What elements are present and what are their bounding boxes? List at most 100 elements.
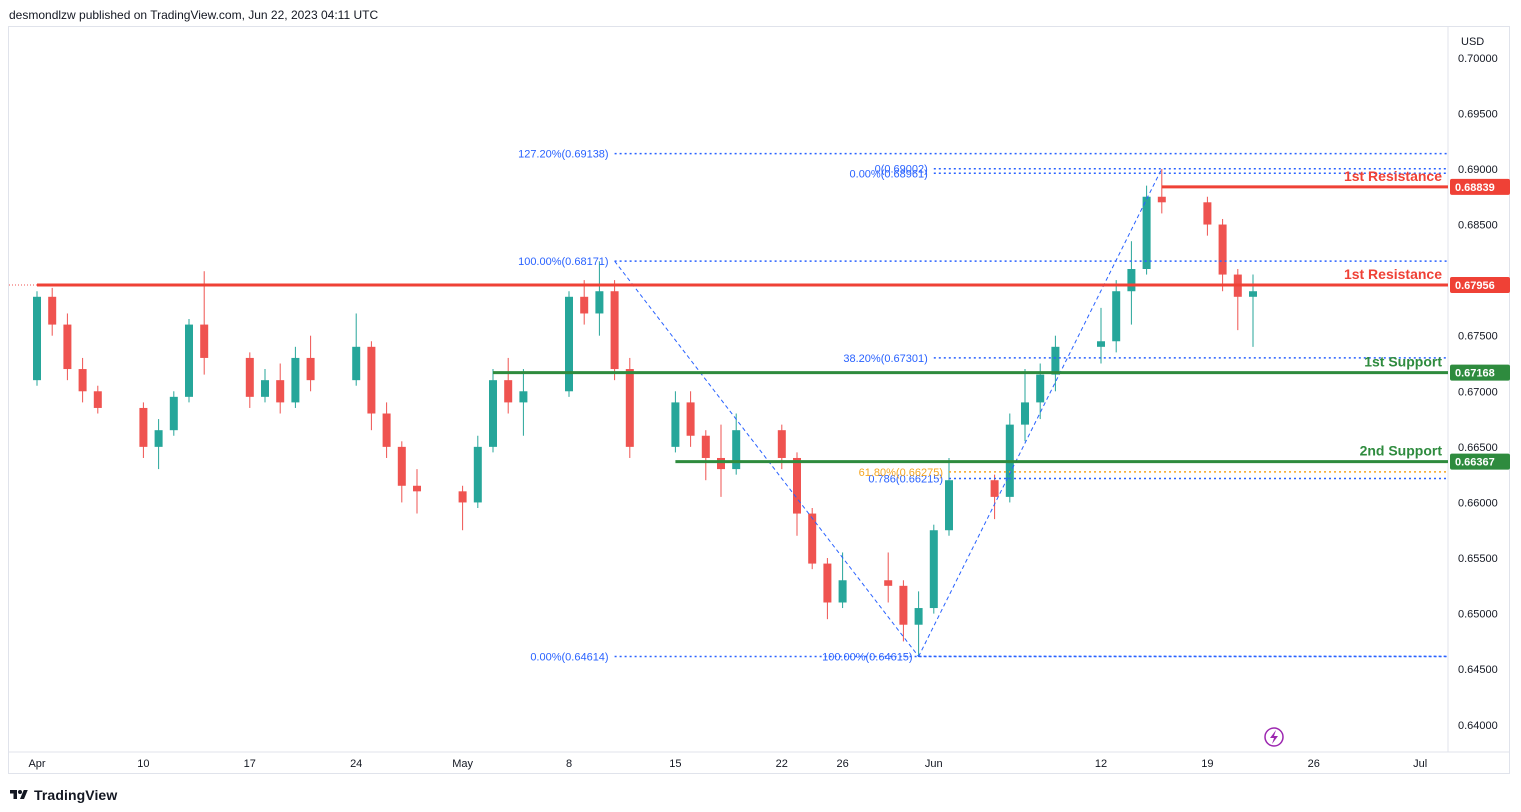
resistance-level-label: 1st Resistance (1344, 266, 1442, 282)
candle-body (78, 369, 87, 392)
candle-body (565, 296, 573, 392)
candle-body (413, 485, 421, 492)
price-tick-label: 0.68500 (1458, 220, 1498, 232)
fib-level-label: 0.00%(0.64614) (530, 652, 608, 664)
fib-level-label: 0.00%(0.68961) (850, 168, 928, 180)
time-tick-label: 19 (1201, 758, 1213, 770)
fib-level-label: 100.00%(0.68171) (518, 256, 609, 268)
support-level-label: 1st Support (1364, 354, 1442, 370)
candle-body (245, 357, 254, 397)
price-tick-label: 0.65500 (1458, 553, 1498, 565)
overlays: 127.20%(0.69138) 0(0.69002)0.00%(0.68961)… (9, 149, 1510, 747)
candle-body (93, 391, 102, 408)
candle-body (352, 346, 361, 381)
price-tick-label: 0.64500 (1458, 664, 1498, 676)
fib-level-label: 100.00%(0.64615) (822, 651, 913, 663)
fib-level-label: 38.20%(0.67301) (843, 353, 927, 365)
support-price-tag (1450, 453, 1510, 470)
candle-body (367, 346, 376, 414)
candle-body (717, 457, 725, 470)
time-tick-label: 8 (566, 758, 572, 770)
candle-body (990, 480, 999, 497)
candle-body (899, 585, 908, 625)
resistance-price-tag (1450, 178, 1510, 195)
candle-body (1097, 341, 1105, 347)
candle-body (929, 530, 938, 609)
time-tick-label: 17 (244, 758, 256, 770)
candle-body (33, 296, 41, 381)
candle-body (1142, 196, 1151, 269)
candle-body (625, 369, 634, 447)
candle-body (48, 296, 57, 325)
candle-body (838, 580, 847, 603)
time-tick-label: 15 (669, 758, 681, 770)
candle-body (914, 608, 923, 625)
candle-body (1051, 346, 1060, 375)
price-tick-label: 0.64000 (1458, 720, 1498, 732)
candle-body (884, 580, 893, 586)
price-tick-label: 0.66500 (1458, 442, 1498, 454)
candle-body (945, 480, 953, 531)
fib-level-label: 0.786(0.66215) (868, 474, 943, 486)
time-tick-label: 22 (776, 758, 788, 770)
time-axis: Apr 10 17 24 May 8 15 22 26 Jun 12 19 26 Jul (28, 758, 1427, 770)
time-tick-label: 26 (1308, 758, 1320, 770)
time-tick-label: 26 (836, 758, 848, 770)
candle-body (458, 491, 467, 503)
candle-body (1036, 374, 1045, 403)
price-tick-label: 0.69000 (1458, 164, 1498, 176)
price-tick-label: 0.69500 (1458, 108, 1498, 120)
time-tick-label: Jul (1413, 758, 1427, 770)
candle-body (169, 396, 178, 431)
candle-body (261, 380, 269, 397)
candle-body (1218, 224, 1227, 275)
candle-body (1112, 291, 1121, 342)
tradingview-logo-icon (10, 790, 28, 799)
candle-body (1157, 196, 1166, 203)
time-tick-label: 12 (1095, 758, 1107, 770)
candle-body (732, 430, 741, 470)
time-tick-label: 24 (350, 758, 362, 770)
time-tick-label: Apr (28, 758, 45, 770)
candle-body (701, 435, 710, 458)
fib-level-label: 0(0.69002) (875, 164, 928, 176)
resistance-price-tag (1450, 277, 1510, 294)
support-price-tag (1450, 364, 1510, 381)
candle-body (200, 324, 209, 358)
lightning-icon-bolt (1270, 730, 1278, 744)
candle-body (276, 380, 285, 403)
candle-body (139, 407, 148, 447)
price-axis: USD 0.70000 0.69500 0.69000 0.68500 0.67500 0.… (1458, 36, 1498, 732)
lightning-icon-circle (1264, 727, 1284, 747)
candle-body (185, 324, 193, 397)
candle-body (291, 357, 300, 403)
candle-body (306, 357, 315, 381)
fib-level-label: 61.80%(0.66275) (859, 467, 943, 479)
chart-frame (8, 26, 1510, 774)
price-tick-label: 0.67500 (1458, 331, 1498, 343)
candle-body (671, 402, 680, 447)
resistance-price-tag-text: 0.68839 (1455, 182, 1495, 194)
candle-body (793, 457, 801, 514)
support-level-label: 2nd Support (1360, 443, 1443, 459)
price-tick-label: 0.66000 (1458, 497, 1498, 509)
publisher-caption: desmondlzw published on TradingView.com,… (9, 8, 379, 22)
candle-body (1021, 402, 1029, 425)
currency-label: USD (1461, 36, 1484, 48)
fib-swing-line (614, 260, 919, 657)
time-tick-label: 10 (137, 758, 149, 770)
price-tick-label: 0.70000 (1458, 53, 1498, 65)
candle-body (595, 291, 604, 314)
price-tick-label: 0.65000 (1458, 609, 1498, 621)
footer-brand: TradingView (34, 787, 118, 803)
resistance-level-label: 1st Resistance (1344, 168, 1442, 184)
candle-body (382, 413, 391, 447)
candle-body (489, 380, 497, 447)
resistance-price-tag-text: 0.67956 (1455, 280, 1495, 292)
candle-body (504, 380, 513, 403)
candle-body (473, 446, 482, 503)
chart-grid (9, 27, 1509, 753)
lightning-icon (1264, 727, 1284, 747)
support-price-tag-text: 0.66367 (1455, 457, 1495, 469)
